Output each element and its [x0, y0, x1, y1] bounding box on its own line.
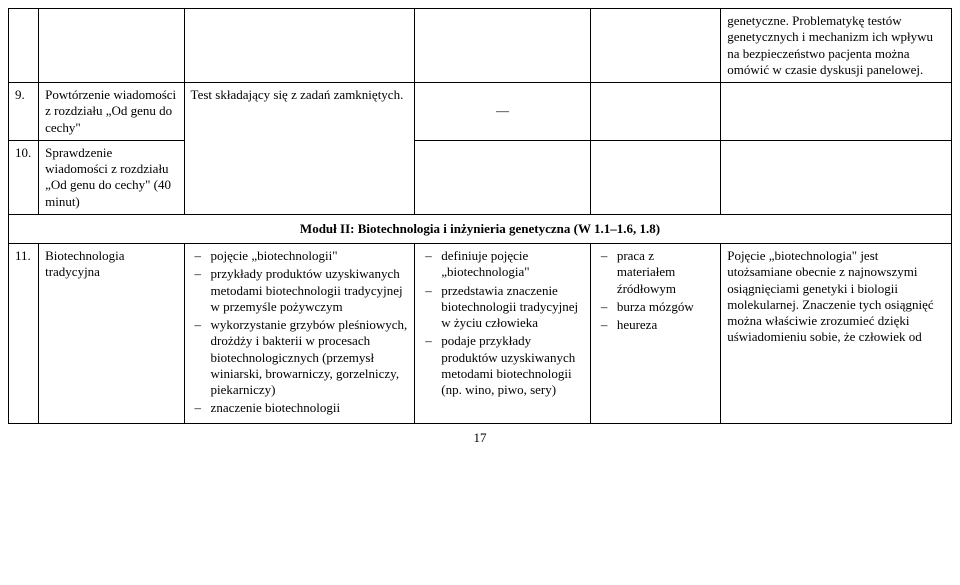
cell-notes: genetyczne. Problematykę testów genetycz…: [721, 9, 952, 83]
list-item: znaczenie biotechnologii: [191, 400, 409, 416]
cell-topic: Sprawdzenie wiadomości z rozdziału „Od g…: [39, 140, 184, 214]
dash-mark: —: [496, 103, 509, 118]
topic-text: Powtórzenie wiadomości z rozdziału „Od g…: [45, 87, 176, 135]
list-item-text: praca z materiałem źródłowym: [617, 248, 676, 296]
cell-topic: [39, 9, 184, 83]
cell-notes: Pojęcie „biotechnologia" jest utożsamian…: [721, 244, 952, 424]
topic-text: Sprawdzenie wiadomości z rozdziału „Od g…: [45, 145, 171, 209]
cell-topic: Powtórzenie wiadomości z rozdziału „Od g…: [39, 83, 184, 141]
cell-num: 10.: [9, 140, 39, 214]
cell-content: [184, 9, 415, 83]
list-item-text: heureza: [617, 317, 657, 332]
cell-notes: [721, 140, 952, 214]
cell-topic: Biotechnologia tradycyjna: [39, 244, 184, 424]
list-item-text: definiuje pojęcie „biotechnologia": [441, 248, 529, 279]
cell-num: 11.: [9, 244, 39, 424]
row-number: 10.: [15, 145, 31, 160]
cell-methods: [590, 140, 720, 214]
cell-achiev: [415, 140, 591, 214]
list-item-text: znaczenie biotechnologii: [211, 400, 341, 415]
table-row: 11. Biotechnologia tradycyjna pojęcie „b…: [9, 244, 952, 424]
list-item: przykłady produktów uzyskiwanych metodam…: [191, 266, 409, 315]
notes-text: genetyczne. Problematykę testów genetycz…: [727, 13, 933, 77]
achiev-list: definiuje pojęcie „biotechnologia" przed…: [421, 248, 584, 398]
list-item: przedstawia znaczenie biotechnologii tra…: [421, 283, 584, 332]
table-row: 9. Powtórzenie wiadomości z rozdziału „O…: [9, 83, 952, 141]
list-item: podaje przykłady produktów uzyskiwanych …: [421, 333, 584, 398]
cell-notes: [721, 83, 952, 141]
cell-methods: [590, 83, 720, 141]
cell-content: Test składający się z zadań zamkniętych.: [184, 83, 415, 215]
module-header-row: Moduł II: Biotechnologia i inżynieria ge…: [9, 214, 952, 243]
list-item: burza mózgów: [597, 299, 714, 315]
list-item-text: burza mózgów: [617, 299, 694, 314]
content-text: Test składający się z zadań zamkniętych.: [191, 87, 404, 102]
list-item-text: przedstawia znaczenie biotechnologii tra…: [441, 283, 578, 331]
curriculum-table: genetyczne. Problematykę testów genetycz…: [8, 8, 952, 424]
module-header-cell: Moduł II: Biotechnologia i inżynieria ge…: [9, 214, 952, 243]
cell-achiev: —: [415, 83, 591, 141]
cell-content: pojęcie „biotechnologii" przykłady produ…: [184, 244, 415, 424]
cell-methods: praca z materiałem źródłowym burza mózgó…: [590, 244, 720, 424]
list-item-text: wykorzystanie grzybów pleśniowych, drożd…: [211, 317, 408, 397]
list-item: wykorzystanie grzybów pleśniowych, drożd…: [191, 317, 409, 398]
cell-achiev: [415, 9, 591, 83]
list-item-text: pojęcie „biotechnologii": [211, 248, 338, 263]
cell-num: [9, 9, 39, 83]
notes-text: Pojęcie „biotechnologia" jest utożsamian…: [727, 248, 933, 344]
page-number-text: 17: [474, 430, 487, 445]
methods-list: praca z materiałem źródłowym burza mózgó…: [597, 248, 714, 333]
table-row: genetyczne. Problematykę testów genetycz…: [9, 9, 952, 83]
row-number: 11.: [15, 248, 31, 263]
page-number: 17: [8, 430, 952, 446]
list-item: pojęcie „biotechnologii": [191, 248, 409, 264]
cell-methods: [590, 9, 720, 83]
module-title: Moduł II: Biotechnologia i inżynieria ge…: [300, 221, 660, 236]
list-item: heureza: [597, 317, 714, 333]
cell-num: 9.: [9, 83, 39, 141]
row-number: 9.: [15, 87, 25, 102]
list-item-text: przykłady produktów uzyskiwanych metodam…: [211, 266, 403, 314]
list-item-text: podaje przykłady produktów uzyskiwanych …: [441, 333, 575, 397]
list-item: definiuje pojęcie „biotechnologia": [421, 248, 584, 281]
table-row: 10. Sprawdzenie wiadomości z rozdziału „…: [9, 140, 952, 214]
content-list: pojęcie „biotechnologii" przykłady produ…: [191, 248, 409, 417]
cell-achiev: definiuje pojęcie „biotechnologia" przed…: [415, 244, 591, 424]
list-item: praca z materiałem źródłowym: [597, 248, 714, 297]
topic-text: Biotechnologia tradycyjna: [45, 248, 124, 279]
